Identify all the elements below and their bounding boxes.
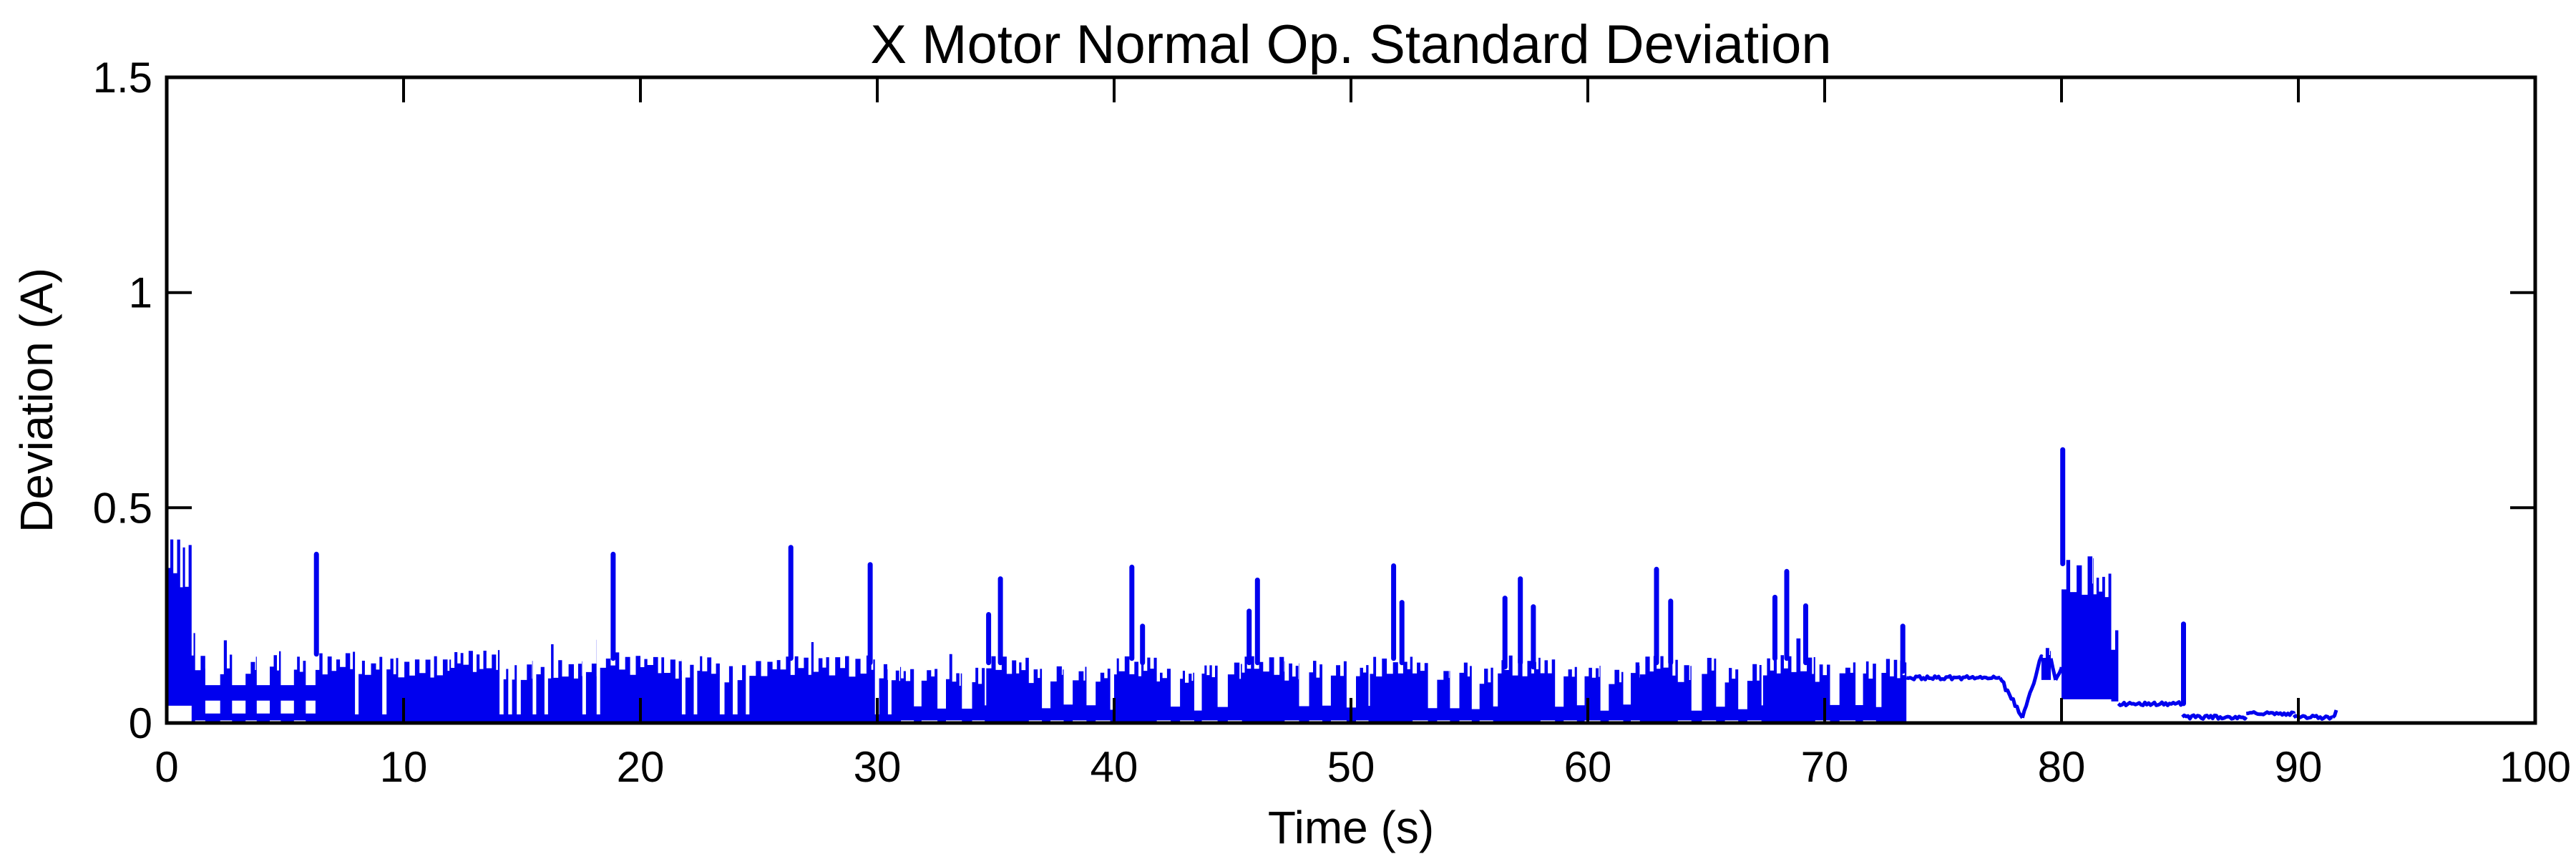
waveform-fill bbox=[167, 539, 2119, 723]
x-tick-label: 100 bbox=[2499, 743, 2571, 791]
x-axis-label: Time (s) bbox=[1268, 802, 1434, 853]
x-tick-label: 60 bbox=[1564, 743, 1612, 791]
x-tick-label: 0 bbox=[155, 743, 178, 791]
x-tick-label: 20 bbox=[617, 743, 665, 791]
chart-title: X Motor Normal Op. Standard Deviation bbox=[870, 14, 1831, 75]
x-tick-label: 10 bbox=[380, 743, 428, 791]
y-tick-label: 1 bbox=[129, 269, 152, 317]
waveform-spikes bbox=[313, 447, 2186, 707]
waveform-series bbox=[167, 447, 2338, 723]
y-axis-label: Deviation (A) bbox=[11, 268, 62, 533]
x-tick-label: 50 bbox=[1327, 743, 1375, 791]
plot-border bbox=[165, 75, 2537, 725]
axis-tick-labels: 0 10 20 30 40 50 60 70 80 90 100 0 0.5 1 1.5 bbox=[93, 54, 2571, 791]
x-tick-label: 40 bbox=[1091, 743, 1138, 791]
plot-background bbox=[167, 77, 2535, 723]
x-tick-label: 80 bbox=[2038, 743, 2086, 791]
y-tick-label: 0.5 bbox=[93, 484, 152, 532]
waveform-line bbox=[1906, 654, 2338, 721]
y-tick-label: 1.5 bbox=[93, 54, 152, 102]
x-tick-label: 90 bbox=[2275, 743, 2323, 791]
x-tick-label: 30 bbox=[854, 743, 902, 791]
x-tick-label: 70 bbox=[1801, 743, 1849, 791]
y-tick-label: 0 bbox=[129, 699, 152, 747]
